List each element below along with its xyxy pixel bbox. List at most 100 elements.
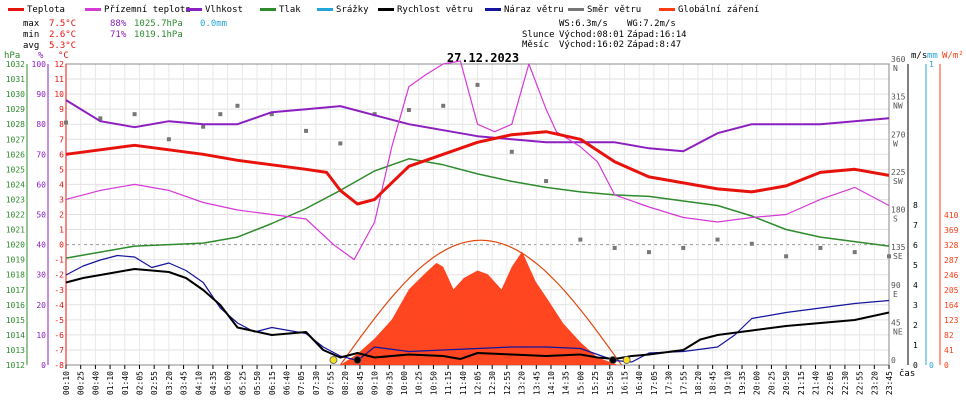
legend-label: Globální záření [678,5,759,15]
unit-degc: °C [58,51,69,61]
tick-label-hpa: 1029 [6,105,25,114]
stats-max-label: max [23,19,40,29]
info-moon-rise: Východ:16:02 [559,40,624,50]
moon-marker [609,356,617,364]
axis-units: hPa % °C m/s mm W/m² čas [4,51,964,379]
x-tick-label: 00:25 [77,371,86,395]
tick-label-cardinal: SW [893,177,903,186]
legend-label: Teplota [27,5,65,15]
tick-label-cardinal: NW [893,102,903,111]
sun-marker [329,356,338,364]
unit-time: čas [899,368,915,379]
x-tick-label: 09:10 [371,371,380,395]
x-tick-label: 17:55 [679,371,688,395]
x-tick-label: 12:55 [503,371,512,395]
tick-label-degc: -7 [54,346,64,355]
x-tick-label: 19:10 [723,371,732,395]
series-rychlost-v-tru [65,268,890,360]
legend-swatch [568,8,584,11]
tick-label-wm2: 41 [944,346,954,355]
tick-label-degc: -3 [54,286,64,295]
tick-label-hpa: 1021 [6,226,25,235]
x-tick-label: 17:30 [665,371,674,395]
tick-label-pct: 90 [36,90,46,99]
tick-label-ms: 8 [913,201,918,210]
x-tick-label: 13:20 [518,371,527,395]
tick-label-wm2: 164 [944,301,959,310]
x-tick-label: 21:40 [812,371,821,395]
tick-label-degc: 7 [59,135,64,144]
legend-label: Přízemní teplota [104,5,191,15]
tick-label-direction: 90 [891,281,901,290]
wind-direction-point [441,103,446,108]
x-tick-label: 05:00 [224,371,233,395]
x-tick-label: 08:45 [356,371,365,395]
wind-direction-point [132,112,137,117]
info-wg: WG:7.2m/s [627,19,676,29]
info-block: WS:6.3m/s WG:7.2m/s Slunce Východ:08:01 … [522,19,687,50]
wind-direction-point [509,149,514,154]
wind-direction-point [406,107,411,112]
stats-max-rain: 0.0mm [200,19,227,29]
info-sun-set: Západ:16:14 [627,30,687,40]
x-tick-label: 07:05 [297,371,306,395]
tick-label-degc: 10 [54,90,64,99]
tick-label-cardinal: S [893,215,898,224]
x-tick-label: 18:20 [694,371,703,395]
legend: Teplota Přízemní teplota Vlhkost Tlak Srážky… [8,5,759,15]
legend-label: Náraz větru [504,5,564,15]
x-tick-label: 07:55 [327,371,336,395]
unit-hpa: hPa [4,51,20,61]
x-tick-label: 01:40 [121,371,130,395]
tick-label-wm2: 410 [944,211,959,220]
x-tick-label: 22:55 [856,371,865,395]
unit-wm2: W/m² [942,51,964,61]
wind-direction-point [269,112,274,117]
x-tick-label: 06:15 [268,371,277,395]
tick-label-degc: 5 [59,165,64,174]
x-tick-label: 20:25 [767,371,776,395]
legend-swatch [485,8,501,11]
legend-swatch [260,8,276,11]
tick-label-hpa: 1032 [6,60,25,69]
x-tick-label: 06:40 [282,371,291,395]
tick-label-pct: 100 [32,60,47,69]
wind-direction-point [304,128,309,133]
x-axis: 00:10 00:25 00:40 01:10 01:40 02:05 02:55 03:20… [62,365,894,395]
tick-label-wm2: 328 [944,241,959,250]
wind-direction-point [166,137,171,142]
tick-label-pct: 30 [36,271,46,280]
x-tick-label: 08:20 [341,371,350,395]
stats-max-hum: 88% [110,19,127,29]
tick-label-wm2: 205 [944,286,959,295]
tick-label-cardinal: SE [893,252,903,261]
x-tick-label: 07:30 [312,371,321,395]
tick-label-hpa: 1016 [6,301,25,310]
x-tick-label: 23:20 [870,371,879,395]
tick-label-wm2: 246 [944,271,959,280]
wind-direction-point [715,237,720,242]
tick-label-degc: 8 [59,120,64,129]
tick-label-hpa: 1031 [6,75,25,84]
wind-direction-point [818,245,823,250]
legend-label: Směr větru [587,5,641,15]
tick-label-pct: 60 [36,180,46,189]
tick-label-pct: 70 [36,150,46,159]
tick-label-direction: 360 [891,55,906,64]
x-tick-label: 16:15 [620,371,629,395]
legend-label: Rychlost větru [397,5,473,15]
tick-label-direction: 270 [891,130,906,139]
wind-direction-point [646,250,651,255]
tick-label-wm2: 82 [944,331,954,340]
legend-swatch [317,8,333,11]
tick-label-direction: 315 [891,93,906,102]
tick-label-ms: 6 [913,241,918,250]
tick-label-hpa: 1012 [6,361,25,370]
wind-direction-point [372,112,377,117]
series-n-raz-v-tru [65,254,890,363]
tick-label-degc: 12 [54,60,64,69]
wind-direction-point [218,112,223,117]
x-tick-label: 01:10 [106,371,115,395]
